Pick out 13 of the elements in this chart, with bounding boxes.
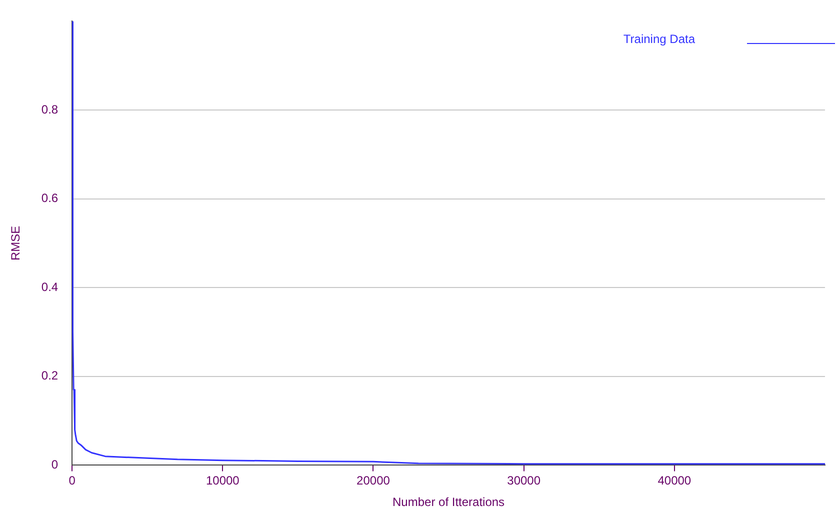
x-tick-label: 0 <box>68 474 76 488</box>
text: Training Data <box>623 32 695 46</box>
y-tick-label: 0.4 <box>41 280 58 294</box>
y-tick-label: 0.6 <box>41 191 58 206</box>
x-tick-label: 10000 <box>206 474 240 488</box>
x-tick-label: 30000 <box>507 474 541 488</box>
x-tick-label: 20000 <box>356 474 390 488</box>
y-tick-label: 0.2 <box>41 368 58 383</box>
y-axis-title: RMSE <box>8 226 23 261</box>
x-axis-title: Number of Itterations <box>392 495 505 510</box>
y-tick-label: 0.8 <box>41 102 58 116</box>
y-tick-label: 0 <box>51 458 58 472</box>
x-tick-label: 40000 <box>658 474 692 488</box>
